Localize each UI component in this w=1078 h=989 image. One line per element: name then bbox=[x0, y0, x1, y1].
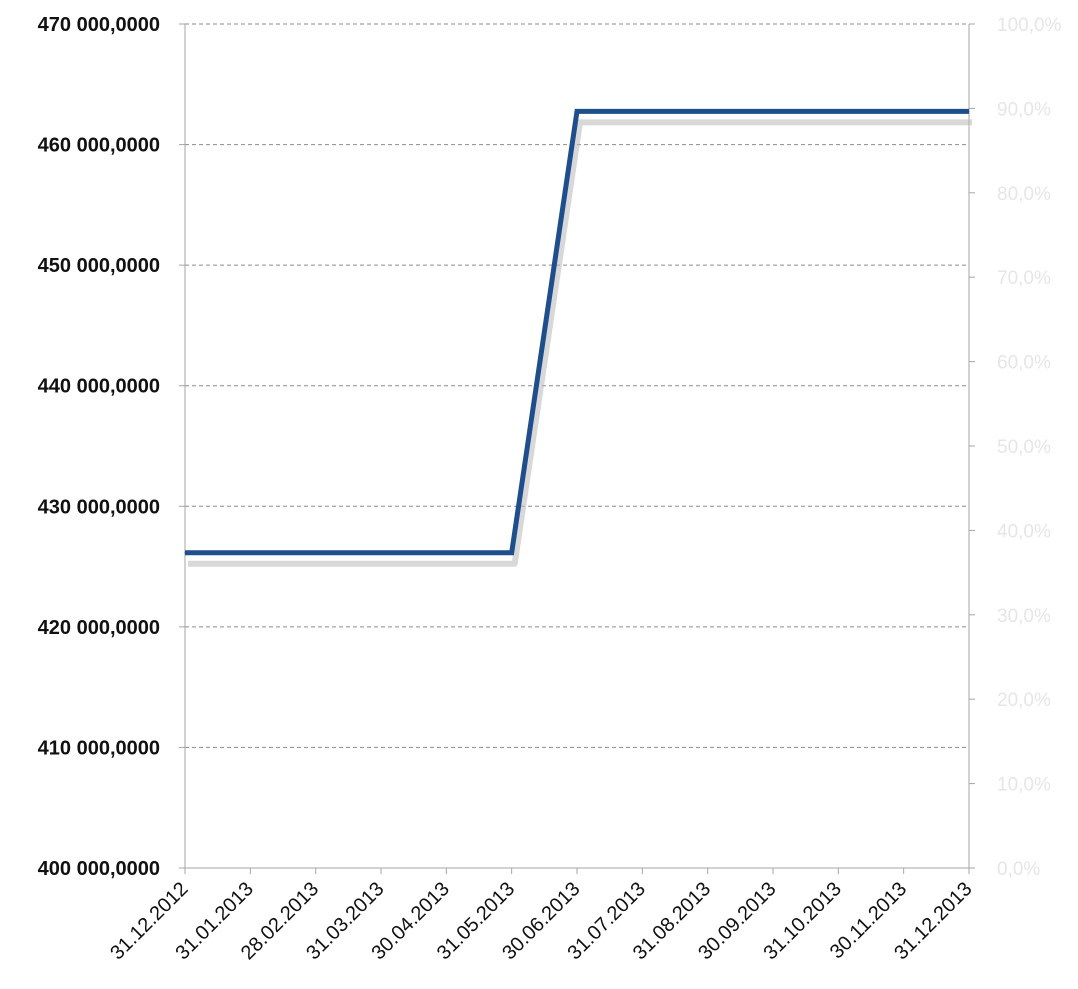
data-point bbox=[184, 552, 186, 554]
y-axis-tick-labels: 400 000,0000 410 000,0000 420 000,0000 430 … bbox=[38, 14, 160, 880]
y2-tick-label: 30,0% bbox=[997, 606, 1051, 627]
y-tick-label: 470 000,0000 bbox=[38, 14, 160, 36]
y-tick-label: 420 000,0000 bbox=[38, 617, 160, 639]
y-tick-label: 410 000,0000 bbox=[38, 737, 160, 759]
y2-tick-label: 60,0% bbox=[997, 353, 1051, 374]
y2-tick-label: 90,0% bbox=[997, 99, 1051, 120]
y2-tick-label: 0,0% bbox=[997, 859, 1040, 880]
y-tick-label: 440 000,0000 bbox=[38, 376, 160, 398]
axes bbox=[179, 23, 975, 874]
data-point bbox=[968, 110, 970, 112]
y2-tick-label: 20,0% bbox=[997, 690, 1051, 711]
y-tick-label: 400 000,0000 bbox=[38, 858, 160, 880]
x-axis-tick-labels: 31.12.201231.01.201328.02.201331.03.2013… bbox=[106, 878, 976, 964]
y2-tick-label: 80,0% bbox=[997, 184, 1051, 205]
data-point bbox=[445, 552, 447, 554]
y2-tick-label: 40,0% bbox=[997, 521, 1051, 542]
data-point bbox=[576, 110, 578, 112]
y2-tick-label: 50,0% bbox=[997, 437, 1051, 458]
data-point bbox=[249, 552, 251, 554]
data-point bbox=[903, 110, 905, 112]
secondary-y-axis-tick-labels: 0,0% 10,0% 20,0% 30,0% 40,0% 50,0% 60,0% 70,0% 8… bbox=[997, 15, 1062, 880]
data-point bbox=[315, 552, 317, 554]
data-point bbox=[380, 552, 382, 554]
gridlines bbox=[185, 23, 969, 748]
y-tick-label: 450 000,0000 bbox=[38, 255, 160, 277]
data-point bbox=[641, 110, 643, 112]
series-layer bbox=[184, 108, 972, 567]
y2-tick-label: 100,0% bbox=[997, 15, 1062, 36]
data-point bbox=[772, 110, 774, 112]
y2-tick-label: 10,0% bbox=[997, 775, 1051, 796]
y-tick-label: 430 000,0000 bbox=[38, 496, 160, 518]
data-point bbox=[837, 110, 839, 112]
series-line-shadow bbox=[188, 119, 972, 567]
data-point bbox=[511, 552, 513, 554]
y-tick-label: 460 000,0000 bbox=[38, 135, 160, 157]
series-line bbox=[185, 108, 969, 556]
data-point bbox=[707, 110, 709, 112]
y2-tick-label: 70,0% bbox=[997, 268, 1051, 289]
